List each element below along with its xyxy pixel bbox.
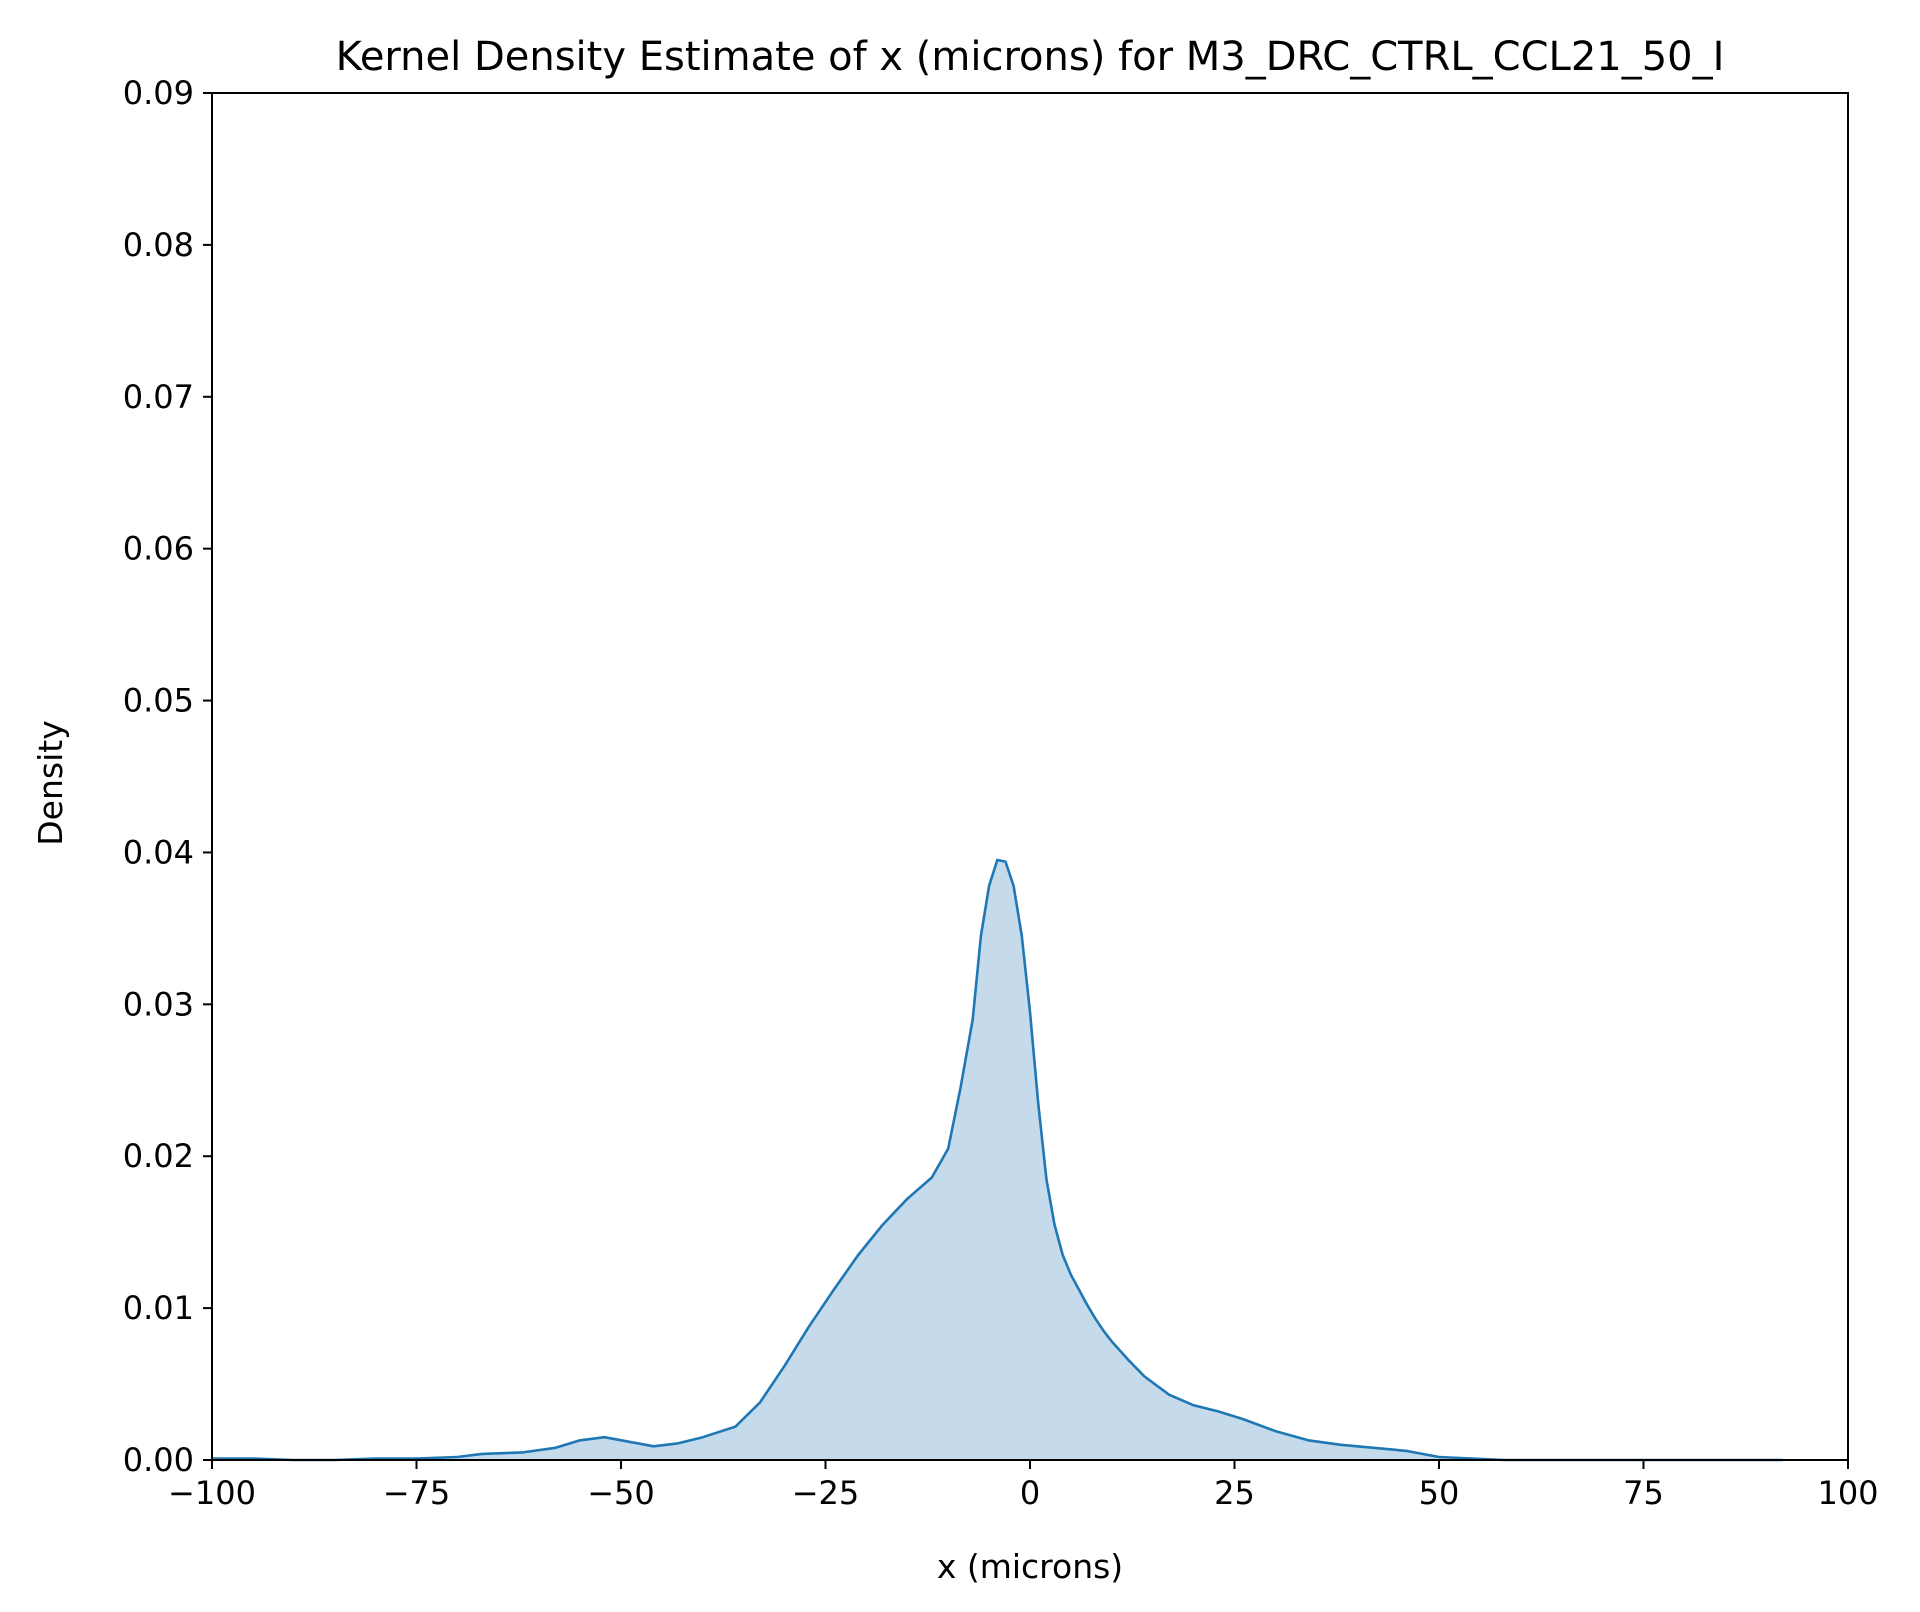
x-tick-label: 75 — [1623, 1474, 1664, 1512]
density-line — [212, 858, 1783, 1462]
y-tick-label: 0.02 — [123, 1137, 194, 1175]
y-tick-label: 0.06 — [123, 530, 194, 568]
x-tick-label: 25 — [1214, 1474, 1255, 1512]
x-tick-label: 0 — [1020, 1474, 1040, 1512]
chart-title: Kernel Density Estimate of x (microns) f… — [336, 34, 1725, 80]
plot-area — [212, 858, 1783, 1462]
x-axis-label: x (microns) — [937, 1547, 1123, 1586]
y-tick-label: 0.07 — [123, 378, 194, 416]
y-tick-label: 0.00 — [123, 1441, 194, 1479]
y-tick-label: 0.08 — [123, 226, 194, 264]
x-tick-label: −100 — [168, 1474, 256, 1512]
y-tick-label: 0.03 — [123, 985, 194, 1023]
x-tick-label: −75 — [383, 1474, 451, 1512]
y-axis-label: Density — [31, 720, 70, 845]
x-tick-label: 100 — [1817, 1474, 1878, 1512]
y-tick-label: 0.01 — [123, 1289, 194, 1327]
axes: −100 −75 −50 −25 0 25 50 75 100 0.00 0.01 0.02 0.03 0… — [123, 74, 1879, 1512]
y-tick-label: 0.09 — [123, 74, 194, 112]
y-tick-label: 0.04 — [123, 833, 194, 871]
x-tick-label: 50 — [1419, 1474, 1460, 1512]
density-fill — [212, 860, 1783, 1460]
x-tick-label: −50 — [587, 1474, 655, 1512]
x-tick-label: −25 — [792, 1474, 860, 1512]
y-tick-label: 0.05 — [123, 682, 194, 720]
